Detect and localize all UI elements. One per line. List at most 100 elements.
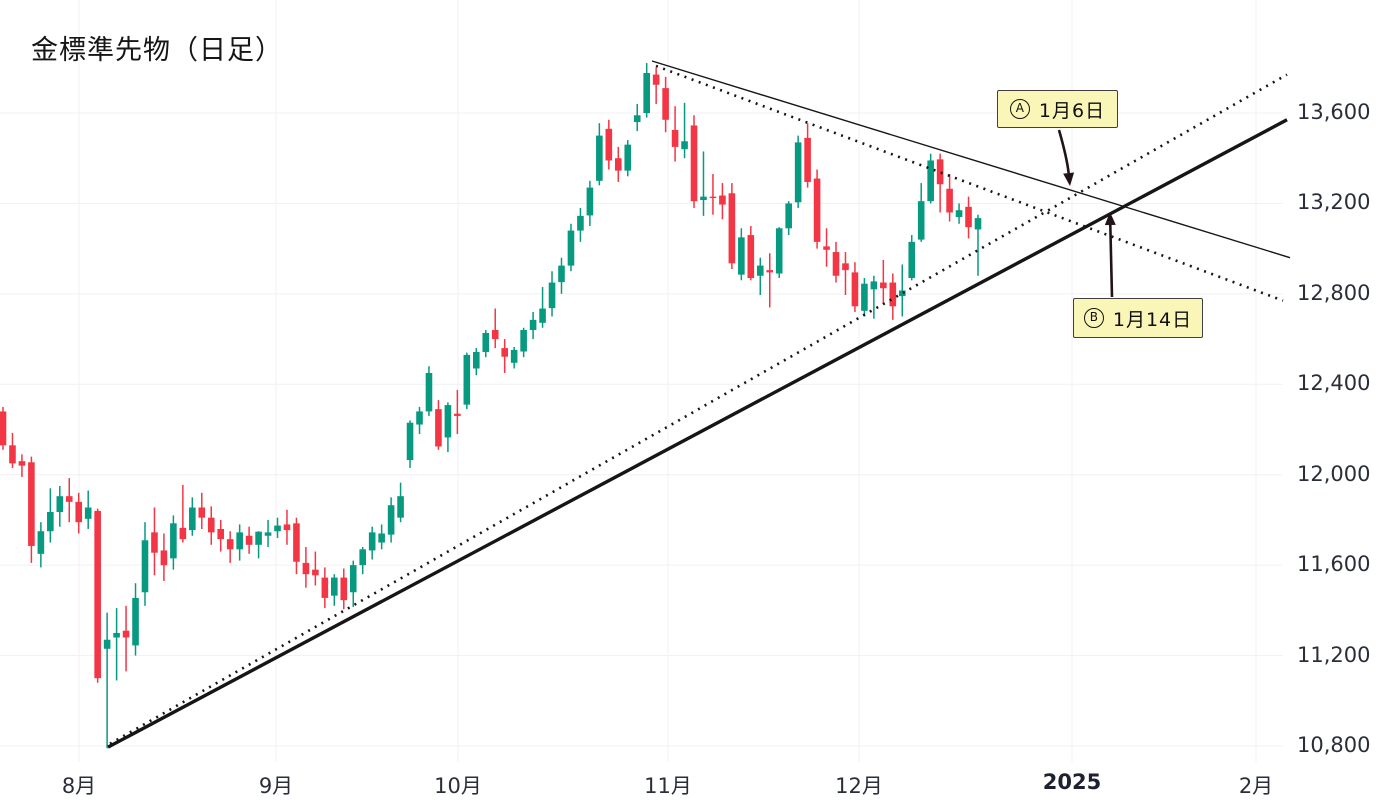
- candle: [103, 612, 111, 749]
- candle-body: [132, 597, 139, 646]
- candle-body: [444, 405, 452, 438]
- candle-body: [633, 115, 641, 123]
- candle-body: [586, 187, 594, 216]
- candle: [312, 551, 319, 586]
- candle: [37, 522, 45, 568]
- candle: [747, 226, 755, 281]
- annotation-b-label: B 1月14日: [1073, 298, 1203, 338]
- candle-body: [65, 496, 73, 502]
- candle: [728, 183, 736, 269]
- candle: [946, 174, 953, 222]
- x-tick-label: 2月: [1238, 774, 1274, 798]
- annotation-b-text: 1月14日: [1112, 308, 1193, 331]
- candle: [539, 287, 546, 328]
- candle: [349, 560, 357, 607]
- candle: [94, 508, 101, 683]
- candle-body: [832, 252, 840, 276]
- candle: [804, 123, 811, 188]
- arrow-head: [1104, 212, 1116, 226]
- candle: [18, 454, 26, 477]
- candle-body: [207, 517, 215, 533]
- candle-body: [652, 74, 660, 85]
- candle: [596, 123, 603, 186]
- candle-body: [965, 206, 972, 228]
- y-tick-label: 13,200: [1297, 190, 1371, 215]
- candle-body: [605, 128, 613, 161]
- candle-body: [113, 632, 120, 638]
- candle: [955, 203, 963, 224]
- x-tick-label: 12月: [835, 774, 883, 798]
- gridlines: [0, 0, 1283, 762]
- candle: [719, 183, 726, 220]
- candle: [861, 278, 868, 317]
- candle: [510, 346, 518, 369]
- candle-body: [283, 524, 291, 531]
- candle-body: [47, 512, 54, 532]
- candle-body: [387, 505, 395, 535]
- candle-body: [719, 195, 726, 205]
- candle-body: [349, 565, 357, 593]
- candle: [662, 76, 669, 133]
- candle: [65, 478, 73, 523]
- candle: [170, 515, 177, 570]
- candle: [321, 567, 329, 609]
- descending-resistance-dotted: [655, 64, 1284, 302]
- candle: [113, 608, 120, 681]
- candle-body: [955, 210, 963, 217]
- candle-body: [681, 141, 688, 150]
- candle-body: [738, 237, 745, 275]
- candle-body: [946, 188, 953, 213]
- candle: [766, 253, 774, 308]
- candle-body: [794, 142, 802, 203]
- ascending-support-solid: [107, 118, 1288, 749]
- candle: [889, 273, 897, 320]
- candle: [870, 275, 878, 319]
- candle: [189, 497, 196, 536]
- candle-body: [9, 445, 16, 464]
- candle: [548, 271, 556, 317]
- candle-body: [823, 246, 830, 250]
- candle-body: [927, 160, 934, 202]
- candle-body: [264, 532, 272, 536]
- candle-body: [728, 193, 736, 264]
- y-tick-label: 13,600: [1297, 100, 1371, 124]
- candle-body: [596, 135, 603, 181]
- candle: [236, 524, 243, 561]
- x-tick-label: 11月: [644, 774, 692, 798]
- candle-body: [416, 411, 423, 425]
- candle-body: [226, 539, 234, 550]
- candle: [823, 228, 830, 267]
- candle-body: [491, 330, 499, 340]
- candle-body: [151, 532, 158, 553]
- candle: [898, 264, 906, 317]
- candle-body: [378, 533, 385, 543]
- candle-body: [662, 88, 669, 120]
- candle-body: [160, 550, 168, 566]
- candle-body: [406, 422, 414, 461]
- y-tick-label: 12,400: [1297, 371, 1371, 396]
- candle: [633, 103, 641, 132]
- candle: [274, 517, 281, 539]
- candle: [387, 497, 395, 543]
- annotation-a-label: A 1月6日: [997, 90, 1118, 128]
- candle: [643, 63, 650, 118]
- candle: [813, 169, 821, 249]
- candle-body: [217, 528, 225, 540]
- y-tick-label: 10,800: [1297, 733, 1371, 757]
- candle-body: [709, 196, 717, 199]
- candle: [974, 214, 982, 276]
- candle: [775, 227, 783, 279]
- candle: [529, 311, 537, 340]
- candle: [84, 490, 92, 529]
- candle-body: [520, 330, 527, 352]
- candle: [652, 67, 660, 104]
- candle: [605, 119, 613, 170]
- candle-body: [501, 348, 508, 357]
- candle-body: [94, 510, 101, 679]
- annotation-arrow: [1057, 129, 1075, 186]
- candle: [501, 339, 508, 373]
- candle: [264, 519, 272, 548]
- candle: [558, 257, 565, 294]
- candle: [151, 507, 158, 576]
- candle-body: [198, 507, 206, 518]
